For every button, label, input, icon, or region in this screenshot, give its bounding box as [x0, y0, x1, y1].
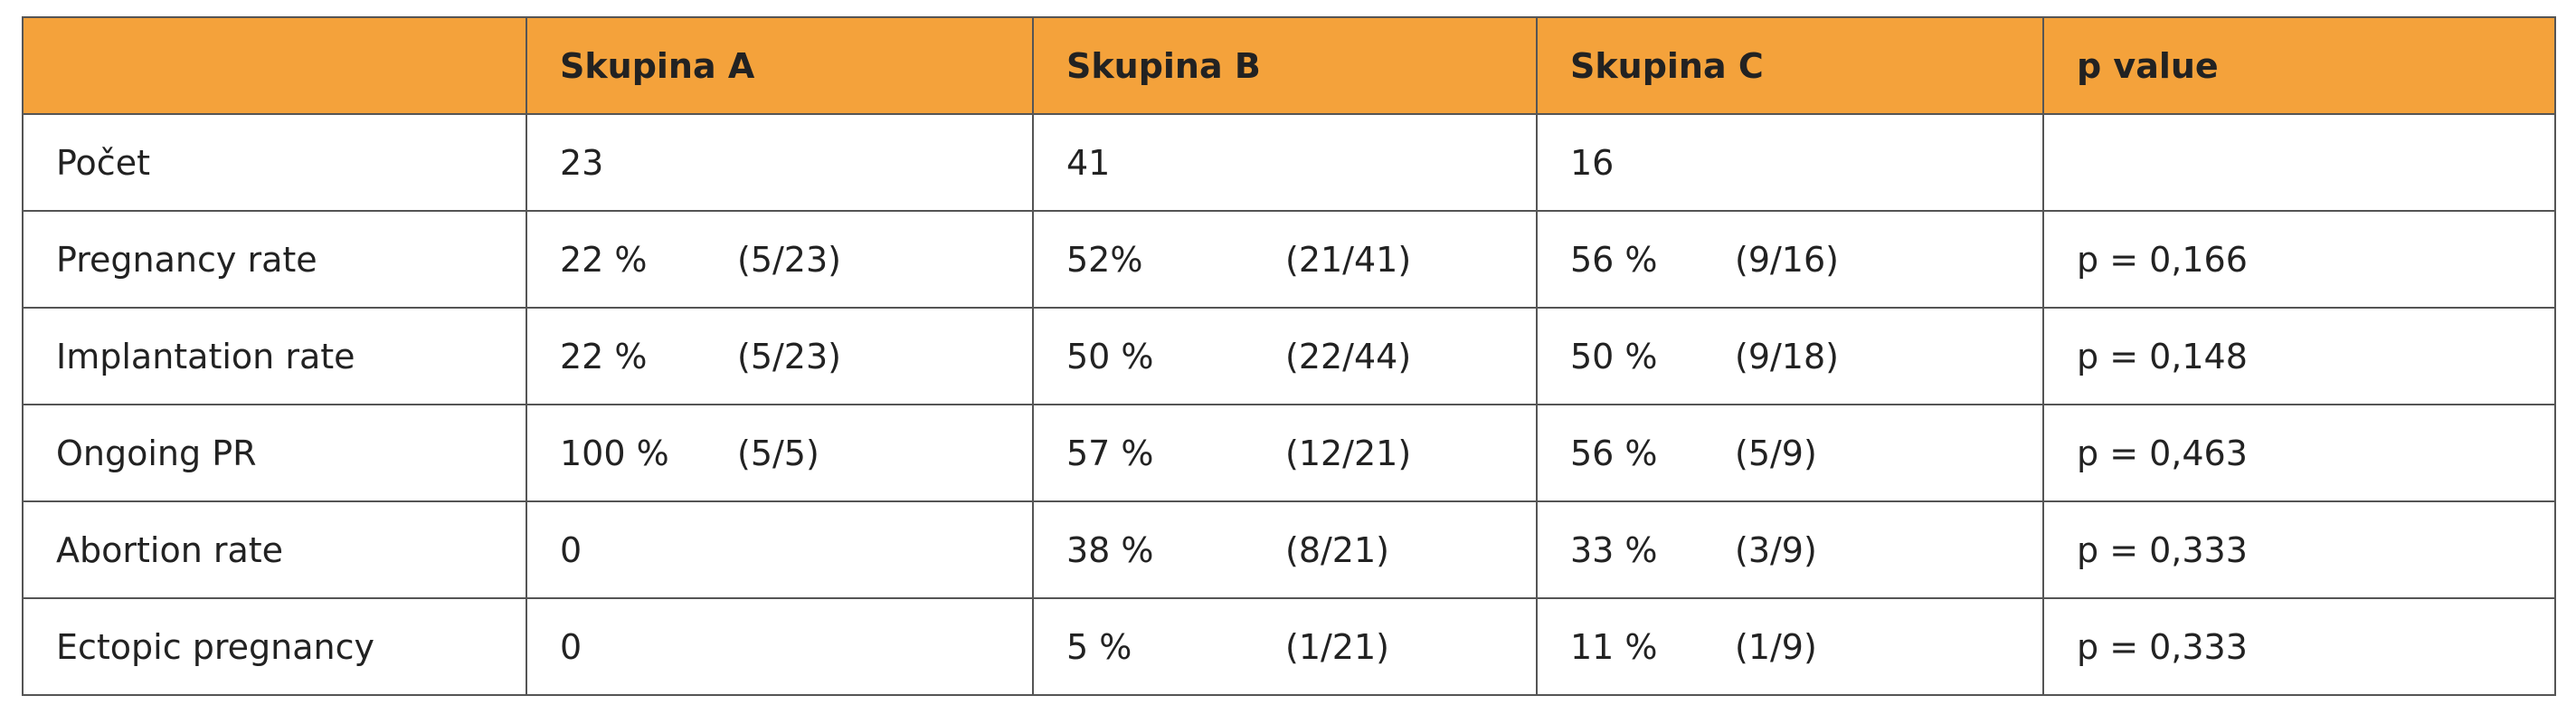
cell-detail: (5/23)	[737, 239, 841, 280]
cell-value: 11 %	[1570, 626, 1658, 667]
header-cell: Skupina C	[1536, 16, 2044, 115]
cell-value: 56 %	[1570, 239, 1658, 280]
header-cell: Skupina A	[526, 16, 1034, 115]
cell: 57 % (12/21)	[1032, 404, 1538, 502]
p-value: p = 0,166	[2042, 210, 2556, 309]
cell: 5 % (1/21)	[1032, 597, 1538, 696]
cell	[2042, 113, 2556, 212]
table-row: Abortion rate 0 38 % (8/21) 33 % (3/9) p = 0,3…	[22, 500, 2556, 599]
p-value: p = 0,333	[2042, 500, 2556, 599]
row-label: Implantation rate	[22, 307, 527, 405]
cell-value: 50 %	[1570, 336, 1658, 376]
cell: 11 % (1/9)	[1536, 597, 2044, 696]
cell: 52% (21/41)	[1032, 210, 1538, 309]
cell-detail: (9/16)	[1735, 239, 1839, 280]
cell-value: 22 %	[560, 239, 648, 280]
cell-value: 0	[560, 529, 582, 570]
cell-value: 57 %	[1066, 433, 1154, 473]
cell: 0	[526, 500, 1034, 599]
table-row: Pregnancy rate 22 % (5/23) 52% (21/41) 56 % (9…	[22, 210, 2556, 309]
row-label: Počet	[22, 113, 527, 212]
table-row: Ectopic pregnancy 0 5 % (1/21) 11 % (1/9) p = …	[22, 597, 2556, 696]
row-label: Abortion rate	[22, 500, 527, 599]
cell-value: 38 %	[1066, 529, 1154, 570]
p-value: p = 0,463	[2042, 404, 2556, 502]
table-row: Implantation rate 22 % (5/23) 50 % (22/44) 50…	[22, 307, 2556, 405]
cell: 56 % (9/16)	[1536, 210, 2044, 309]
cell-detail: (1/21)	[1285, 626, 1389, 667]
cell-value: 100 %	[560, 433, 669, 473]
cell-value: 33 %	[1570, 529, 1658, 570]
cell: 50 % (9/18)	[1536, 307, 2044, 405]
header-cell: p value	[2042, 16, 2556, 115]
cell-value: 5 %	[1066, 626, 1132, 667]
table-row: Počet 23 41 16	[22, 113, 2556, 212]
cell: 50 % (22/44)	[1032, 307, 1538, 405]
header-cell: Skupina B	[1032, 16, 1538, 115]
cell-value: 16	[1570, 142, 1615, 183]
cell-detail: (5/23)	[737, 336, 841, 376]
cell-detail: (12/21)	[1285, 433, 1412, 473]
cell-detail: (22/44)	[1285, 336, 1412, 376]
header-cell	[22, 16, 527, 115]
cell: 22 % (5/23)	[526, 210, 1034, 309]
cell: 56 % (5/9)	[1536, 404, 2044, 502]
row-label: Ectopic pregnancy	[22, 597, 527, 696]
cell-value: 50 %	[1066, 336, 1154, 376]
cell: 38 % (8/21)	[1032, 500, 1538, 599]
cell: 0	[526, 597, 1034, 696]
cell-value: 0	[560, 626, 582, 667]
cell: 100 % (5/5)	[526, 404, 1034, 502]
p-value: p = 0,333	[2042, 597, 2556, 696]
cell: 41	[1032, 113, 1538, 212]
row-label: Pregnancy rate	[22, 210, 527, 309]
cell-value: 52%	[1066, 239, 1143, 280]
p-value: p = 0,148	[2042, 307, 2556, 405]
cell-detail: (5/9)	[1735, 433, 1817, 473]
cell-value: 56 %	[1570, 433, 1658, 473]
cell-detail: (21/41)	[1285, 239, 1412, 280]
cell-value: 41	[1066, 142, 1111, 183]
cell: 16	[1536, 113, 2044, 212]
cell-value: 23	[560, 142, 604, 183]
cell-detail: (8/21)	[1285, 529, 1389, 570]
table-body: Počet 23 41 16 Pregnancy rate 22 % (5/23) 52% (2…	[22, 113, 2556, 696]
cell-detail: (5/5)	[737, 433, 819, 473]
cell: 22 % (5/23)	[526, 307, 1034, 405]
cell: 23	[526, 113, 1034, 212]
row-label: Ongoing PR	[22, 404, 527, 502]
cell: 33 % (3/9)	[1536, 500, 2044, 599]
cell-value: 22 %	[560, 336, 648, 376]
table-row: Ongoing PR 100 % (5/5) 57 % (12/21) 56 % (5/9)…	[22, 404, 2556, 502]
cell-detail: (1/9)	[1735, 626, 1817, 667]
cell-detail: (3/9)	[1735, 529, 1817, 570]
cell-detail: (9/18)	[1735, 336, 1839, 376]
